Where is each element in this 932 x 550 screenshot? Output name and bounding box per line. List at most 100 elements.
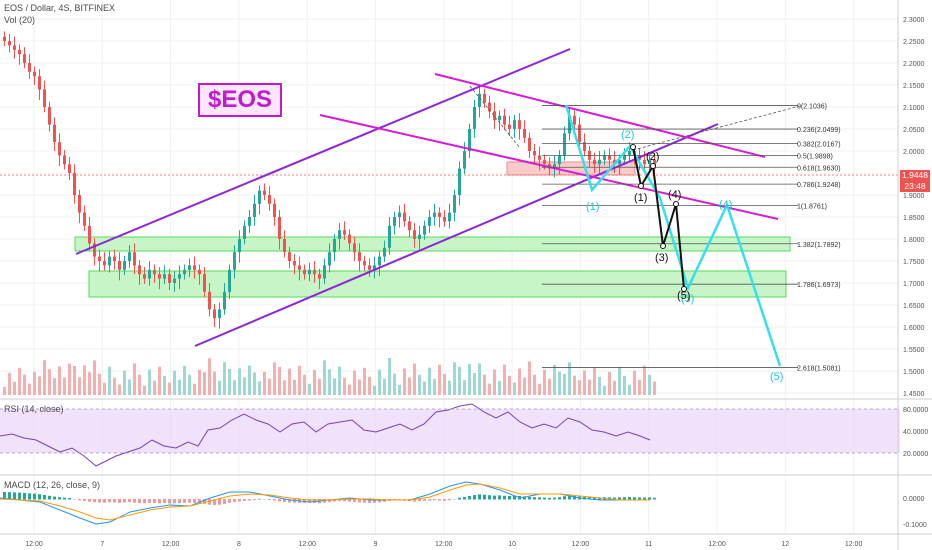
macd-hist-bar (648, 497, 651, 500)
volume-bar (438, 364, 441, 395)
candle-body (223, 291, 226, 310)
macd-hist-bar (258, 498, 261, 500)
candle-body (413, 230, 416, 239)
candle-body (598, 159, 601, 165)
volume-bar (313, 369, 316, 395)
candle-body (68, 164, 71, 173)
rsi-label: RSI (14, close) (4, 404, 64, 414)
fib-label: 0.382(2.0167) (797, 142, 841, 149)
candle-body (558, 155, 561, 165)
fib-label: 0.236(2.0499) (797, 127, 841, 134)
macd-hist-bar (28, 493, 31, 500)
candle-body (438, 212, 441, 217)
black-wave-label-1: (1) (634, 192, 647, 204)
volume-bar (383, 378, 386, 395)
volume-bar (178, 379, 181, 395)
volume-bar (593, 367, 596, 395)
volume-bar (443, 373, 446, 395)
volume-bar (413, 363, 416, 395)
macd-hist-bar (108, 499, 111, 503)
candle-body (253, 203, 256, 217)
candle-body (398, 212, 401, 217)
volume-bar (198, 369, 201, 395)
volume-bar (263, 371, 266, 395)
macd-hist-bar (93, 499, 96, 503)
volume-bar (533, 374, 536, 395)
candle-body (453, 195, 456, 213)
candle-body (388, 225, 391, 248)
volume-bar (143, 385, 146, 395)
candle-body (198, 269, 201, 275)
candle-body (13, 45, 16, 50)
macd-hist-bar (118, 499, 121, 503)
macd-hist-bar (233, 499, 236, 503)
candle-body (233, 252, 236, 270)
candle-body (308, 269, 311, 275)
black-wave-label-4: (4) (668, 189, 681, 201)
price-tick-label: 1.9000 (903, 193, 925, 200)
macd-hist-bar (223, 499, 226, 504)
volume-bar (48, 369, 51, 395)
cyan-wave-path (564, 104, 782, 367)
candle-body (263, 190, 266, 195)
candle-body (523, 129, 526, 138)
volume-bar (8, 372, 11, 395)
macd-hist-bar (548, 497, 551, 500)
macd-hist-bar (468, 496, 471, 500)
volume-bar (328, 369, 331, 395)
volume-bar (508, 375, 511, 395)
volume-bar (363, 367, 366, 395)
macd-hist-bar (138, 499, 141, 504)
volume-bar (548, 378, 551, 395)
macd-hist-bar (413, 499, 416, 502)
fib-label: 0.786(1.9248) (797, 182, 841, 189)
candle-body (128, 252, 131, 261)
candle-body (73, 173, 76, 195)
candle-body (3, 36, 6, 41)
volume-bar (283, 380, 286, 395)
macd-hist-bar (623, 497, 626, 500)
candle-body (243, 225, 246, 239)
volume-bar (238, 368, 241, 395)
candle-body (208, 291, 211, 310)
macd-hist-bar (528, 497, 531, 500)
macd-hist-bar (133, 499, 136, 503)
macd-hist-bar (653, 497, 656, 500)
price-tick-label: 1.7500 (903, 259, 925, 266)
time-tick-label: 8 (237, 541, 241, 548)
volume-bar (588, 379, 591, 395)
macd-hist-bar (358, 499, 361, 503)
volume-bar (43, 360, 46, 395)
candle-body (468, 129, 471, 151)
macd-hist-bar (198, 499, 201, 504)
macd-hist-bar (68, 498, 71, 500)
macd-hist-bar (423, 499, 426, 501)
volume-bar (558, 371, 561, 395)
candle-body (498, 115, 501, 121)
fib-label: 0.618(1.9630) (797, 165, 841, 172)
candle-body (508, 124, 511, 129)
time-tick-label: 12:00 (25, 541, 43, 548)
macd-level-label: 0.0000 (903, 496, 925, 503)
volume-bar (463, 380, 466, 395)
time-tick-label: 7 (100, 541, 104, 548)
volume-bar (488, 383, 491, 395)
macd-hist-bar (463, 497, 466, 500)
candle-body (378, 256, 381, 266)
candle-body (138, 265, 141, 275)
volume-bar (58, 366, 61, 395)
macd-hist-bar (503, 495, 506, 500)
wave-points (630, 144, 687, 292)
candle-body (513, 120, 516, 129)
candle-body (563, 133, 566, 156)
fib-diagonal-dash-2 (469, 85, 521, 149)
volume-bar (538, 383, 541, 395)
candle-body (313, 269, 316, 275)
black-wave-path (632, 146, 685, 290)
fib-label: 1.382(1.7892) (797, 242, 841, 249)
candle-body (43, 89, 46, 107)
volume-bar (218, 380, 221, 395)
volume-bar (613, 380, 616, 395)
candle-body (108, 256, 111, 266)
candle-body (623, 155, 626, 160)
